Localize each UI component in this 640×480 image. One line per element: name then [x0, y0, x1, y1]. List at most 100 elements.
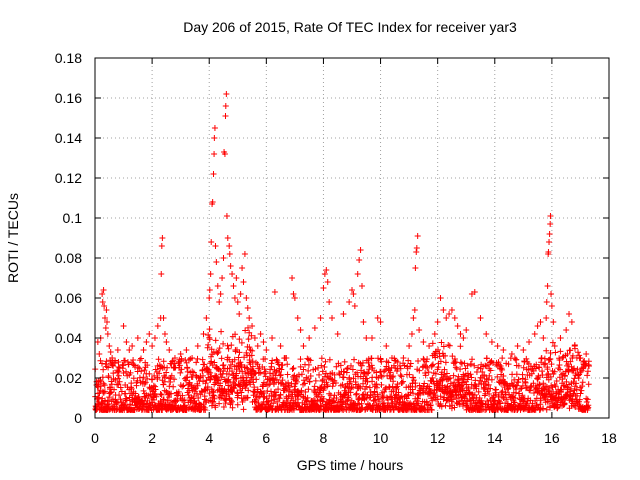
data-point [210, 398, 217, 405]
data-point [201, 361, 208, 368]
data-point [290, 291, 297, 297]
data-point [543, 406, 550, 413]
data-point [149, 376, 156, 383]
data-point [467, 361, 474, 368]
data-point [409, 386, 416, 393]
data-point [566, 311, 573, 317]
data-point [455, 398, 462, 405]
data-point [312, 397, 319, 404]
data-point [277, 391, 284, 398]
data-point [394, 359, 401, 365]
data-point [345, 392, 352, 399]
data-point [550, 319, 557, 325]
data-point [457, 331, 464, 337]
data-point [293, 378, 300, 385]
data-point [297, 363, 304, 370]
data-point [385, 366, 392, 373]
data-point [295, 402, 302, 409]
data-point [559, 376, 566, 383]
data-point [163, 339, 170, 345]
y-tick-label: 0.1 [63, 210, 83, 226]
data-point [183, 347, 190, 353]
data-point [300, 343, 307, 349]
data-point [100, 366, 107, 373]
data-point [154, 374, 161, 381]
data-point [320, 387, 327, 394]
y-tick-label: 0.08 [55, 250, 82, 266]
data-point [204, 384, 211, 391]
data-point [250, 379, 257, 386]
data-point [388, 355, 395, 361]
data-point [211, 151, 218, 157]
data-point [249, 323, 256, 329]
data-point [115, 375, 122, 382]
data-point [226, 356, 233, 363]
data-point [358, 362, 365, 369]
data-point [195, 394, 202, 401]
data-point [410, 374, 417, 381]
data-point [495, 359, 502, 366]
data-point [290, 365, 297, 372]
data-point [245, 324, 252, 331]
data-point [446, 342, 453, 349]
data-point [166, 383, 173, 390]
data-point [531, 331, 538, 337]
data-point [119, 365, 126, 372]
data-point [229, 271, 236, 277]
data-point [422, 388, 429, 395]
data-point [556, 362, 563, 369]
y-tick-label: 0.14 [55, 130, 82, 146]
data-point [445, 375, 452, 382]
data-point [107, 384, 114, 391]
data-point [99, 299, 106, 305]
data-point [547, 213, 554, 219]
data-point [524, 397, 531, 404]
data-point [357, 385, 364, 392]
data-point [553, 378, 560, 385]
data-point [572, 403, 579, 410]
data-point [427, 388, 434, 395]
data-point [523, 355, 530, 362]
data-point [413, 245, 420, 251]
data-point [231, 295, 238, 301]
data-point [162, 374, 169, 381]
data-point [236, 336, 243, 343]
data-point [414, 233, 421, 239]
data-point [368, 355, 375, 362]
data-point [425, 369, 432, 376]
data-point [138, 355, 145, 362]
data-point [127, 369, 134, 376]
data-point [329, 315, 336, 321]
data-point [340, 311, 347, 317]
data-point [350, 291, 357, 297]
data-point [211, 359, 218, 366]
data-point [373, 384, 380, 391]
data-point [199, 356, 206, 363]
data-point [421, 380, 428, 387]
data-point [216, 299, 223, 305]
data-point [160, 358, 167, 365]
data-point [242, 370, 249, 377]
data-point [277, 343, 284, 349]
data-point [483, 355, 490, 362]
data-point [454, 323, 461, 329]
data-point [193, 390, 200, 397]
plot-frame [94, 57, 610, 419]
data-point [211, 395, 218, 402]
data-point [217, 380, 224, 387]
data-point [203, 315, 210, 321]
data-point [407, 363, 414, 370]
data-point [420, 389, 427, 396]
data-point [109, 355, 116, 361]
data-point [431, 331, 438, 337]
data-point [519, 392, 526, 399]
data-point [397, 372, 404, 379]
data-point [128, 380, 135, 387]
data-point [457, 343, 464, 350]
data-point [204, 366, 211, 373]
data-point [161, 331, 168, 337]
data-point [408, 331, 415, 337]
data-point [178, 366, 185, 373]
data-point [189, 355, 196, 361]
